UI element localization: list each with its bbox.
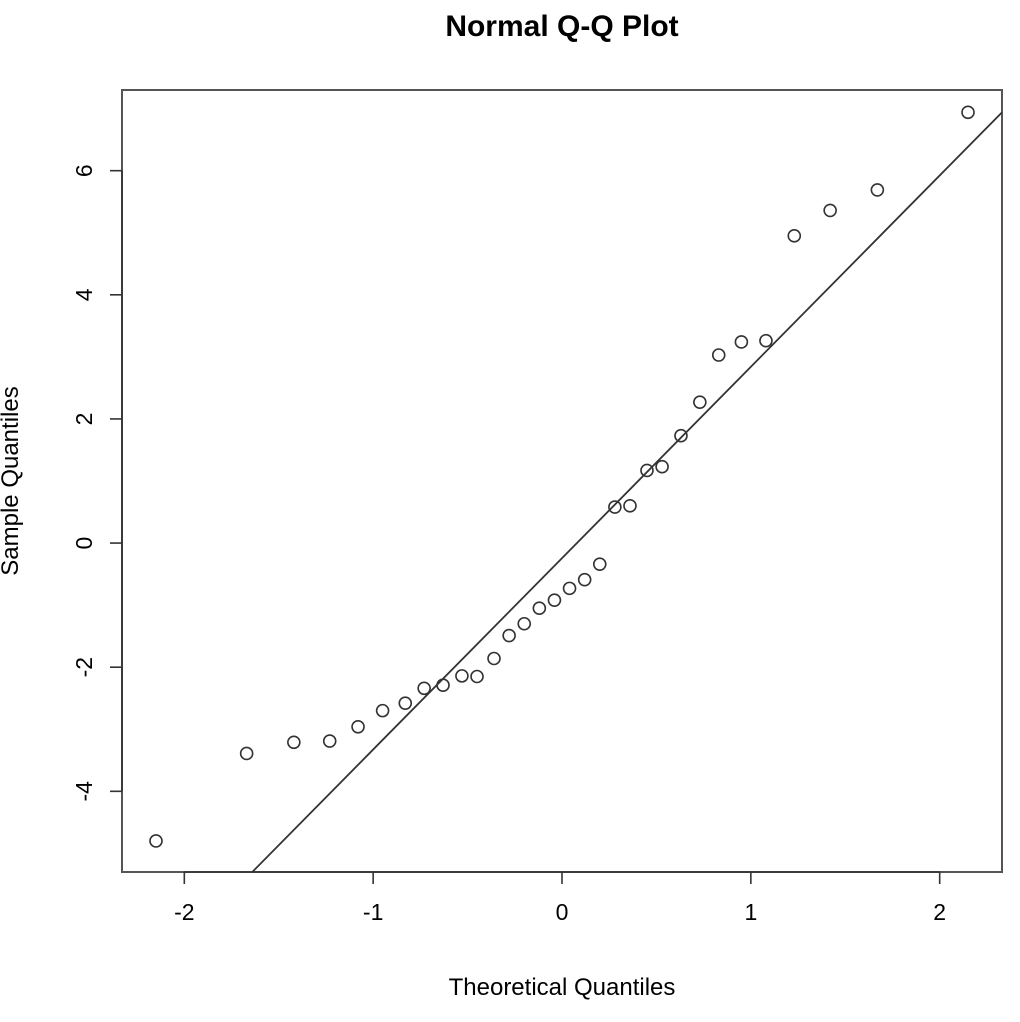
- data-point: [149, 834, 163, 848]
- data-point: [287, 735, 301, 750]
- x-tick-label: 2: [933, 899, 946, 925]
- data-point: [398, 696, 413, 710]
- y-tick-label: -2: [71, 657, 97, 677]
- data-point: [711, 348, 726, 362]
- y-axis: -4 -2 0 2 4 6: [71, 164, 123, 802]
- y-tick-label: 4: [71, 288, 97, 301]
- x-tick-label: -2: [174, 899, 194, 925]
- data-point: [640, 463, 654, 478]
- x-tick-label: 1: [744, 899, 757, 925]
- data-point: [870, 183, 885, 197]
- data-point: [674, 428, 688, 443]
- x-tick-label: -1: [363, 899, 383, 925]
- data-point: [608, 500, 622, 514]
- data-point: [577, 572, 592, 587]
- x-axis-label: Theoretical Quantiles: [449, 974, 676, 1001]
- data-point: [322, 734, 337, 748]
- data-point: [562, 581, 577, 596]
- data-point: [375, 703, 390, 718]
- data-point: [517, 616, 532, 631]
- y-axis-label: Sample Quantiles: [0, 386, 24, 575]
- chart-title: Normal Q-Q Plot: [445, 10, 678, 43]
- data-point: [734, 335, 749, 349]
- plot-frame: [121, 89, 1003, 873]
- data-point: [592, 557, 607, 571]
- data-point: [351, 719, 365, 734]
- data-point: [487, 651, 501, 666]
- data-point: [547, 593, 562, 607]
- reference-line: [251, 111, 1003, 873]
- data-point: [961, 105, 975, 120]
- data-point: [455, 669, 469, 683]
- y-tick-label: 2: [71, 413, 97, 426]
- data-point: [502, 628, 516, 643]
- data-point: [470, 669, 484, 684]
- data-point: [532, 601, 547, 616]
- data-point: [655, 459, 669, 474]
- y-tick-label: -4: [71, 781, 97, 802]
- y-tick-label: 0: [71, 537, 97, 550]
- y-tick-label: 6: [71, 164, 97, 177]
- data-point: [693, 395, 707, 409]
- data-point: [436, 678, 450, 692]
- data-point: [787, 229, 802, 243]
- data-point: [623, 499, 637, 513]
- points-layer: [149, 105, 975, 848]
- x-tick-label: 0: [556, 899, 569, 925]
- x-axis: -2 -1 0 1 2: [174, 871, 946, 925]
- data-point: [417, 681, 431, 696]
- data-point: [239, 746, 254, 761]
- data-point: [759, 333, 773, 348]
- data-point: [823, 203, 837, 218]
